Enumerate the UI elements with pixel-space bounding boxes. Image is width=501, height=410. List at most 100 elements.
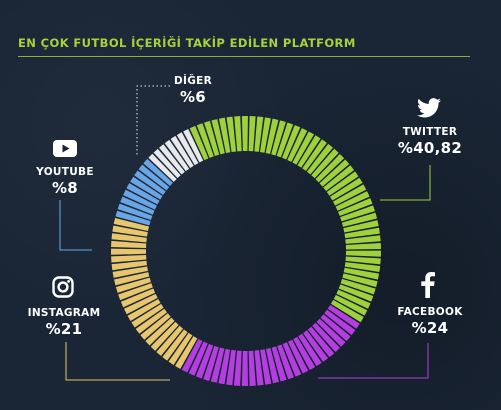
slice-bar [306, 143, 333, 175]
slice-name: TWITTER [402, 126, 458, 138]
slice-bar [324, 309, 356, 336]
slice-label-youtube: YOUTUBE %8 [30, 166, 100, 197]
slice-bar [287, 128, 308, 162]
slice-bar [211, 119, 225, 155]
slice-bar [124, 293, 158, 315]
slice-bar [145, 317, 175, 346]
slice-bar [164, 139, 190, 172]
slice-bar [195, 343, 214, 379]
slice-bar [156, 325, 184, 356]
slice-bar [293, 336, 316, 371]
slice-bar [276, 122, 294, 158]
slice-bar [327, 304, 360, 329]
slice-bar [329, 177, 363, 201]
slice-bar [315, 153, 345, 183]
slice-bar [126, 183, 160, 205]
slice-bar [148, 153, 177, 182]
slice-bar [344, 262, 381, 273]
slice-bar [111, 240, 147, 249]
leader-line-instagram [65, 342, 170, 381]
leader-line-facebook [318, 343, 429, 379]
slice-bar [241, 116, 248, 152]
slice-bar [143, 158, 173, 187]
slice-bar [226, 116, 237, 153]
slice-bar [153, 148, 181, 179]
slice-bar [112, 266, 149, 278]
slice-bar [341, 212, 378, 227]
slice-bar [170, 135, 194, 169]
slice-instagram [111, 217, 198, 369]
slice-bar [302, 139, 327, 171]
slice-bar [115, 210, 151, 226]
slice-bar [345, 256, 381, 265]
slice-bar [135, 308, 168, 334]
slice-bar [218, 348, 231, 385]
slice-bar [336, 289, 371, 309]
leader-line-youtube [59, 200, 92, 251]
slice-bar [111, 260, 148, 271]
title-divider [18, 56, 470, 57]
slice-bar [189, 125, 209, 161]
slice-di-er [148, 128, 204, 182]
twitter-icon [417, 98, 441, 122]
slice-bar [271, 120, 286, 156]
slice-bar [162, 329, 188, 361]
slice-bar [123, 189, 157, 210]
slice-bar [323, 165, 355, 192]
slice-label-facebook: FACEBOOK %24 [388, 306, 472, 337]
slice-bar [333, 294, 368, 316]
slice-bar [277, 344, 294, 380]
slice-bar [112, 225, 148, 237]
slice-bar [210, 347, 225, 383]
slice-bar [114, 272, 150, 286]
slice-bar [159, 144, 185, 175]
slice-bar [168, 332, 193, 365]
slice-bar [343, 220, 379, 233]
slice-bar [183, 128, 204, 163]
leader-line-diger [136, 85, 170, 156]
slice-bar [265, 118, 279, 154]
slice-bar [134, 170, 166, 195]
slice-name: DİĞER [174, 75, 212, 87]
slice-value: %40,82 [397, 139, 463, 157]
slice-bar [127, 298, 161, 322]
slice-value: %8 [51, 179, 79, 197]
slice-bar [332, 184, 367, 206]
slice-bar [120, 196, 155, 215]
slice-bar [282, 342, 302, 377]
slice-bar [345, 235, 381, 244]
slice-bar [248, 350, 256, 386]
slice-bar [335, 191, 370, 211]
slice-bar [312, 322, 340, 353]
slice-bar [118, 283, 153, 301]
slice-bar [288, 339, 309, 374]
slice-bar [111, 248, 147, 255]
slice-bar [241, 350, 248, 386]
slice-bar [181, 338, 203, 373]
slice-bar [345, 250, 381, 257]
slice-bar [254, 350, 264, 386]
slice-bar [260, 349, 272, 385]
slice-bar [342, 273, 378, 288]
slice-bar [175, 336, 198, 369]
slice-bar [319, 159, 350, 187]
slice-bar [303, 330, 329, 362]
slice-bar [150, 321, 179, 351]
slice-bar [345, 242, 381, 250]
slice-value: %24 [411, 319, 449, 337]
facebook-icon [421, 271, 435, 302]
slice-facebook [181, 304, 360, 386]
instagram-icon [52, 276, 74, 302]
slice-bar [111, 255, 147, 263]
slice-bar [130, 176, 163, 200]
slice-bar [248, 116, 256, 152]
leader-line-twitter [380, 165, 431, 201]
slice-bar [260, 117, 271, 153]
slice-bar [120, 288, 156, 308]
slice-bar [117, 203, 153, 220]
slice-bar [340, 278, 376, 295]
slice-bar [218, 117, 231, 154]
slice-bar [311, 148, 339, 179]
slice-bar [343, 267, 380, 280]
